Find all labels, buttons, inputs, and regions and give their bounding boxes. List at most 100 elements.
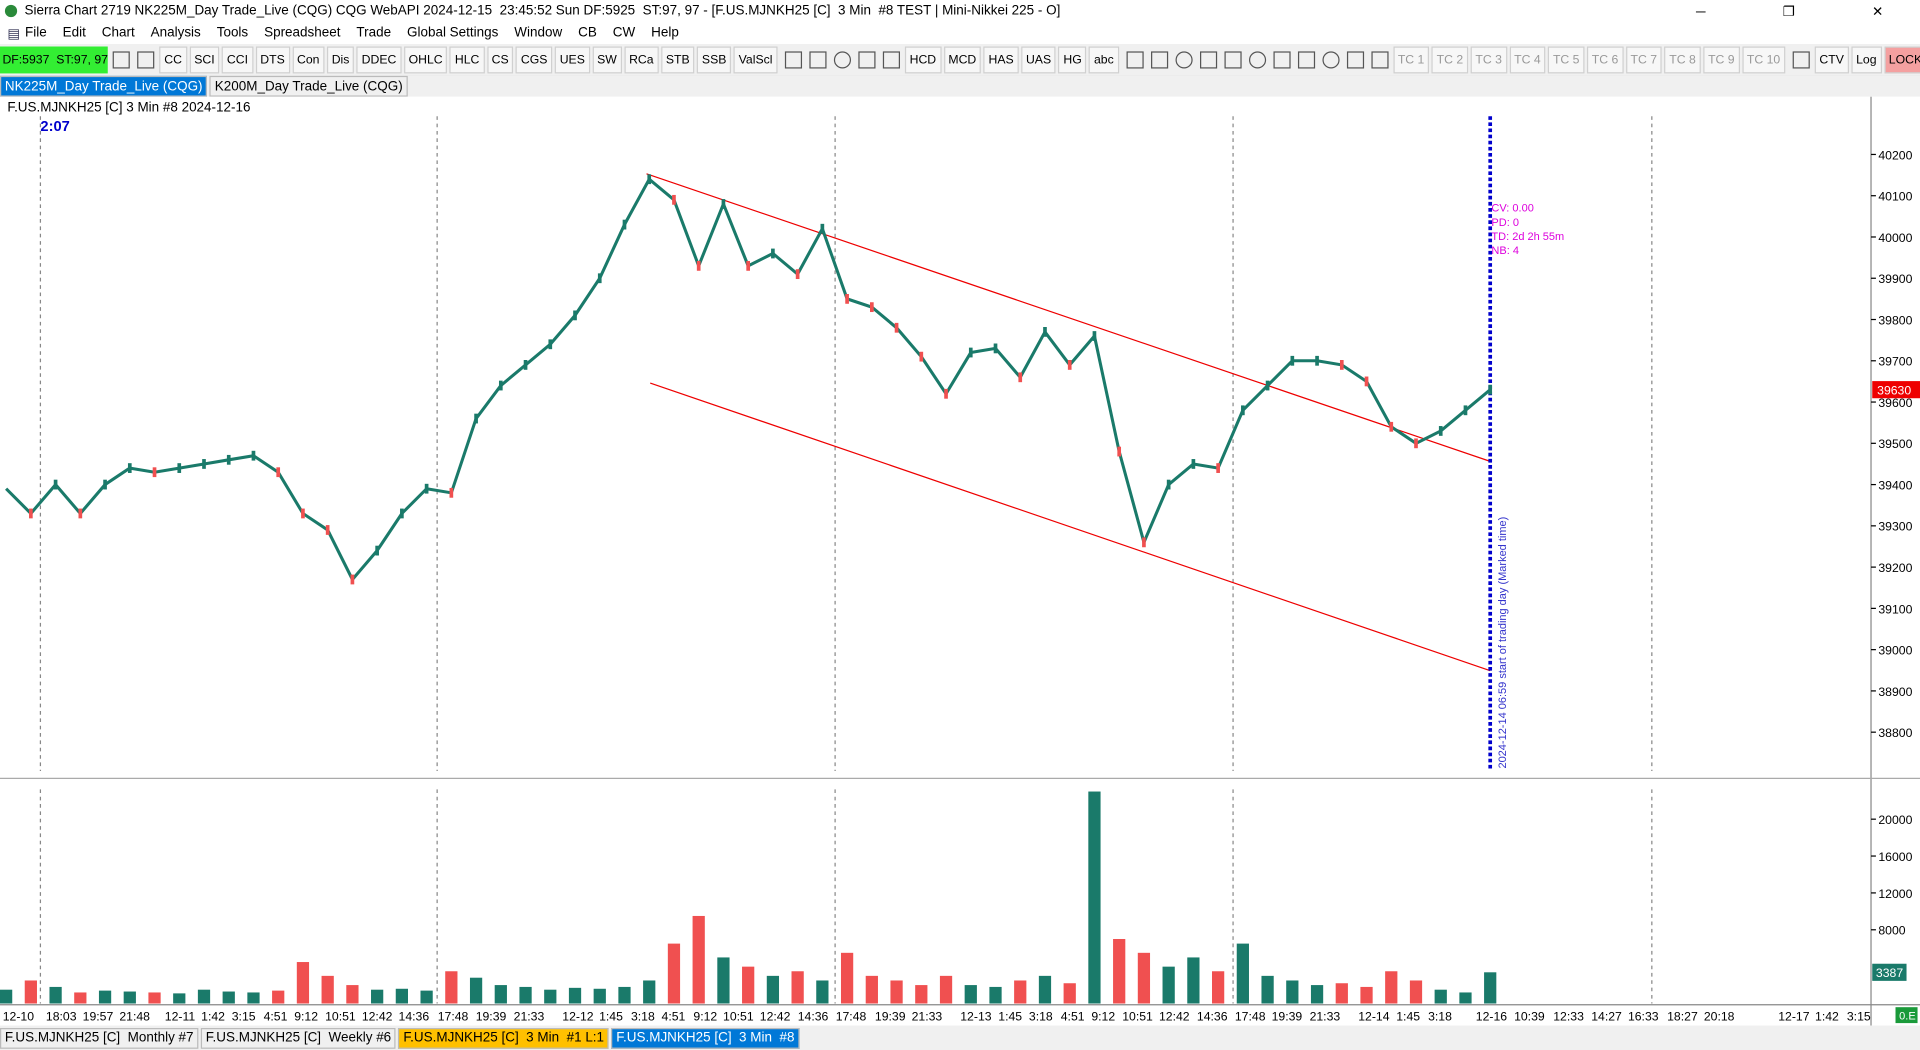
tool-button[interactable]: Con (292, 46, 325, 74)
time-label: 1:45 (1396, 1010, 1420, 1024)
volume-bar (1385, 971, 1398, 1004)
tool-button[interactable]: TC 2 (1431, 46, 1469, 74)
volume-bar (1137, 952, 1151, 1004)
tool-button[interactable]: Log (1851, 46, 1882, 74)
time-label: 9:12 (693, 1010, 717, 1024)
tool-button[interactable]: HAS (983, 46, 1019, 74)
tool-button[interactable]: DDEC (356, 46, 402, 74)
title-bar: Sierra Chart 2719 NK225M_Day Trade_Live … (0, 0, 1920, 23)
time-label: 12:42 (362, 1010, 393, 1024)
tool-button[interactable]: RCa (624, 46, 659, 74)
time-label: 10:51 (325, 1010, 356, 1024)
tool-button[interactable]: CCI (221, 46, 253, 74)
tool-button[interactable]: HLC (449, 46, 485, 74)
tool-icons[interactable] (1125, 48, 1389, 72)
tool-button[interactable]: CTV (1814, 46, 1849, 74)
tool-button[interactable]: TC 10 (1741, 46, 1786, 74)
time-label: 21:33 (1310, 1010, 1341, 1024)
tool-button[interactable]: UAS (1021, 46, 1057, 74)
menu-item[interactable]: Chart (101, 25, 135, 41)
tool-button[interactable]: TC 7 (1625, 46, 1662, 74)
time-label: 12-11 (165, 1010, 196, 1024)
tool-button[interactable]: MCD (943, 46, 982, 74)
volume-bar (346, 985, 359, 1004)
time-label: 21:33 (514, 1010, 545, 1024)
menu-item[interactable]: Spreadsheet (264, 25, 341, 41)
volume-bar (0, 989, 13, 1004)
menu-item[interactable]: Edit (62, 25, 86, 41)
tool-button[interactable]: TC 1 (1392, 46, 1430, 74)
vertical-note: 2024-12-14 06:59 start of trading day (M… (1497, 517, 1509, 769)
tool-button[interactable]: TC 8 (1664, 46, 1701, 74)
tool-button[interactable]: abc (1089, 46, 1119, 74)
volume-bar (667, 943, 681, 1004)
menu-item[interactable]: Help (651, 25, 679, 41)
volume-bar (964, 985, 977, 1004)
tool-button[interactable]: ValScl (733, 46, 778, 74)
tool-button[interactable]: UES (554, 46, 590, 74)
sheet-tab[interactable]: F.US.MJNKH25 [C] Monthly #7 (0, 1027, 199, 1049)
volume-bar (1261, 975, 1274, 1004)
tool-icons[interactable] (1792, 48, 1810, 72)
window-controls[interactable]: ─ ❐ ✕ (1695, 4, 1920, 19)
tool-button[interactable]: SW (592, 46, 622, 74)
volume-bar (1459, 992, 1472, 1004)
time-label: 12-12 (562, 1010, 593, 1024)
time-label: 12-16 (1476, 1010, 1507, 1024)
volume-bar (840, 952, 854, 1004)
menu-item[interactable]: CW (612, 25, 636, 41)
tool-button[interactable]: CC (159, 46, 187, 74)
tool-button[interactable]: HCD (904, 46, 942, 74)
tool-button[interactable]: TC 4 (1509, 46, 1546, 74)
volume-bar (1236, 943, 1249, 1004)
tool-icons[interactable] (784, 48, 900, 72)
menu-item[interactable]: Global Settings (407, 25, 499, 41)
tool-button[interactable]: DTS (255, 46, 290, 74)
menu-item[interactable]: Tools (216, 25, 249, 41)
chart-bg (0, 96, 1920, 1026)
sheet-tab[interactable]: F.US.MJNKH25 [C] 3 Min #1 L:1 (398, 1027, 609, 1049)
menu-item[interactable]: Window (514, 25, 563, 41)
tool-button[interactable]: CS (486, 46, 514, 74)
tool-button[interactable]: TC 9 (1703, 46, 1740, 74)
menu-item[interactable]: File (24, 25, 47, 41)
tool-button[interactable]: LOCK (1883, 46, 1920, 74)
price-tick-label: 38900 (1878, 685, 1912, 699)
chart-header: F.US.MJNKH25 [C] 3 Min #8 2024-12-16 (7, 99, 250, 114)
time-label: 21:48 (119, 1010, 150, 1024)
volume-bar (1014, 980, 1027, 1004)
tool-button[interactable]: Dis (326, 46, 355, 74)
tool-button[interactable]: TC 5 (1548, 46, 1585, 74)
sheet-tab[interactable]: F.US.MJNKH25 [C] Weekly #6 (200, 1027, 397, 1049)
tool-button[interactable]: OHLC (403, 46, 448, 74)
session-lines (39, 116, 1653, 1004)
volume-bar (717, 957, 730, 1004)
tool-button[interactable]: HG (1058, 46, 1087, 74)
volume-bar (1113, 938, 1126, 1004)
menu-item[interactable]: Analysis (150, 25, 201, 41)
tool-button[interactable]: SCI (189, 46, 220, 74)
file-icons[interactable] (112, 48, 155, 72)
volume-tick-label: 20000 (1878, 813, 1912, 827)
tool-button[interactable]: TC 3 (1470, 46, 1507, 74)
toolbar: DF:5937 ST:97, 97 CC SCI CCI DTS Con Dis DDEC O… (0, 44, 1920, 78)
bar-info: TD: 2d 2h 55m (1491, 231, 1564, 243)
chart-tab[interactable]: K200M_Day Trade_Live (CQG) (209, 75, 408, 97)
sheet-tab[interactable]: F.US.MJNKH25 [C] 3 Min #8 (611, 1027, 800, 1049)
volume-bar (321, 975, 334, 1004)
tool-button[interactable]: TC 6 (1586, 46, 1624, 74)
tool-button[interactable]: CGS (516, 46, 553, 74)
tool-button[interactable]: SSB (697, 46, 732, 74)
volume-bar (593, 988, 606, 1004)
time-label: 20:18 (1704, 1010, 1735, 1024)
volume-bar (1038, 975, 1052, 1004)
price-tick-label: 39300 (1878, 520, 1912, 534)
volume-bar (197, 989, 211, 1004)
time-label: 3:15 (1847, 1010, 1871, 1024)
menu-item[interactable]: CB (578, 25, 597, 41)
price-tick-label: 40200 (1878, 148, 1912, 162)
menu-item[interactable]: Trade (356, 25, 392, 41)
tool-button[interactable]: STB (660, 46, 695, 74)
bar-countdown: 2:07 (40, 119, 69, 135)
chart-tab[interactable]: NK225M_Day Trade_Live (CQG) (0, 75, 208, 97)
